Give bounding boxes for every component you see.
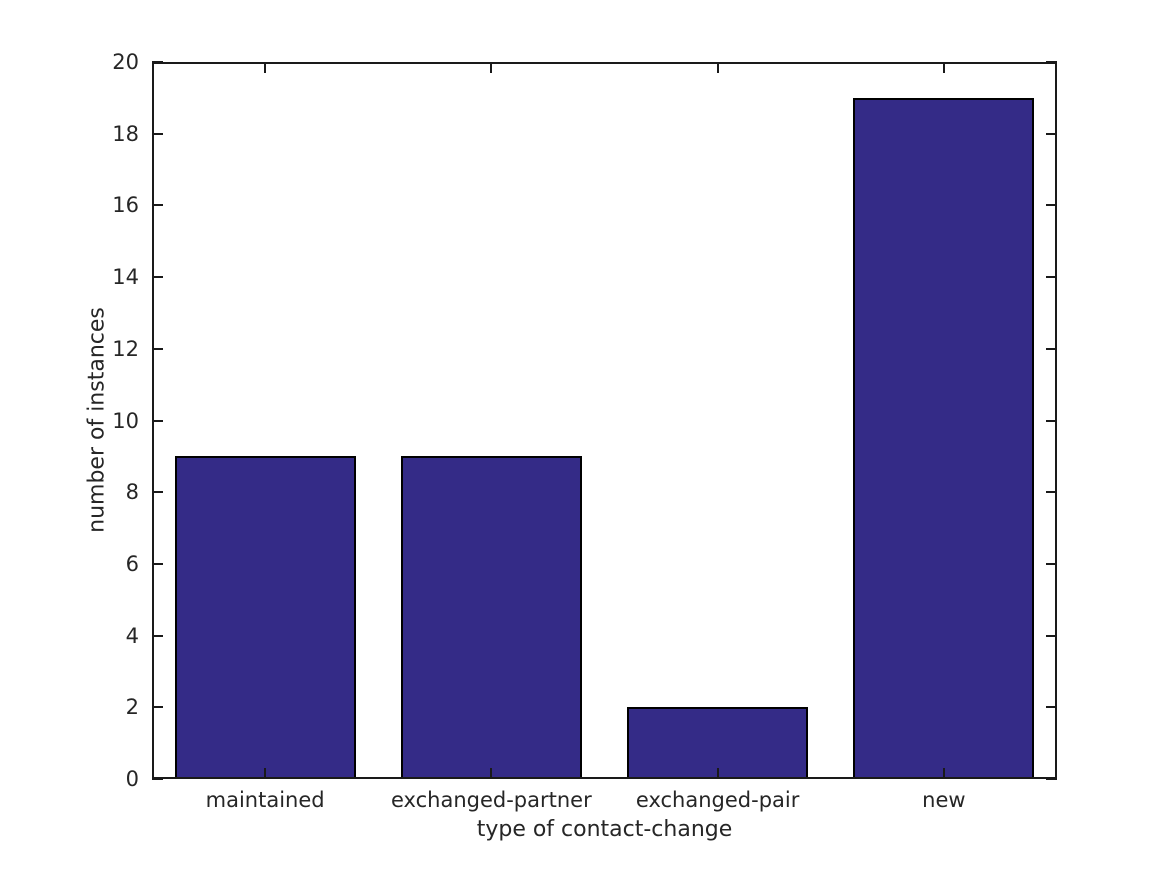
y-tick-right [1046, 204, 1057, 207]
y-tick-label: 18 [112, 121, 139, 146]
y-tick-left [152, 276, 163, 279]
y-tick-label: 4 [125, 623, 139, 648]
bar-new [853, 97, 1035, 779]
y-tick-right [1046, 706, 1057, 709]
y-tick-label: 10 [112, 408, 139, 433]
y-tick-label: 6 [125, 551, 139, 576]
x-tick-bottom [490, 768, 493, 779]
y-tick-label: 8 [125, 480, 139, 505]
y-tick-right [1046, 562, 1057, 565]
y-tick-right [1046, 778, 1057, 780]
x-tick-bottom [264, 768, 267, 779]
bar-exchanged-partner [400, 456, 582, 779]
y-tick-label: 14 [112, 265, 139, 290]
y-tick-left [152, 562, 163, 565]
x-tick-label: new [922, 788, 966, 812]
y-tick-label: 16 [112, 193, 139, 218]
x-tick-bottom [716, 768, 719, 779]
x-tick-label: maintained [205, 788, 325, 812]
y-tick-right [1046, 491, 1057, 494]
x-tick-label: exchanged-partner [391, 788, 592, 812]
x-axis-label: type of contact-change [476, 817, 733, 842]
y-tick-label: 0 [125, 767, 139, 791]
x-tick-label: exchanged-pair [635, 788, 800, 812]
y-tick-right [1046, 634, 1057, 637]
y-tick-left [152, 132, 163, 135]
x-tick-top [716, 62, 719, 73]
y-tick-left [152, 778, 163, 780]
y-tick-right [1046, 61, 1057, 63]
y-tick-left [152, 347, 163, 350]
y-tick-left [152, 419, 163, 422]
y-tick-label: 12 [112, 336, 139, 361]
y-tick-right [1046, 419, 1057, 422]
x-tick-top [490, 62, 493, 73]
y-tick-left [152, 706, 163, 709]
y-tick-left [152, 491, 163, 494]
y-tick-right [1046, 132, 1057, 135]
y-tick-left [152, 61, 163, 63]
x-tick-bottom [942, 768, 945, 779]
y-tick-label: 2 [125, 695, 139, 720]
x-tick-top [264, 62, 267, 73]
y-tick-right [1046, 347, 1057, 350]
y-tick-right [1046, 276, 1057, 279]
y-tick-label: 20 [112, 50, 139, 74]
y-tick-left [152, 634, 163, 637]
y-tick-left [152, 204, 163, 207]
bar-maintained [174, 456, 356, 779]
plot-area [152, 61, 1057, 780]
x-tick-top [942, 62, 945, 73]
